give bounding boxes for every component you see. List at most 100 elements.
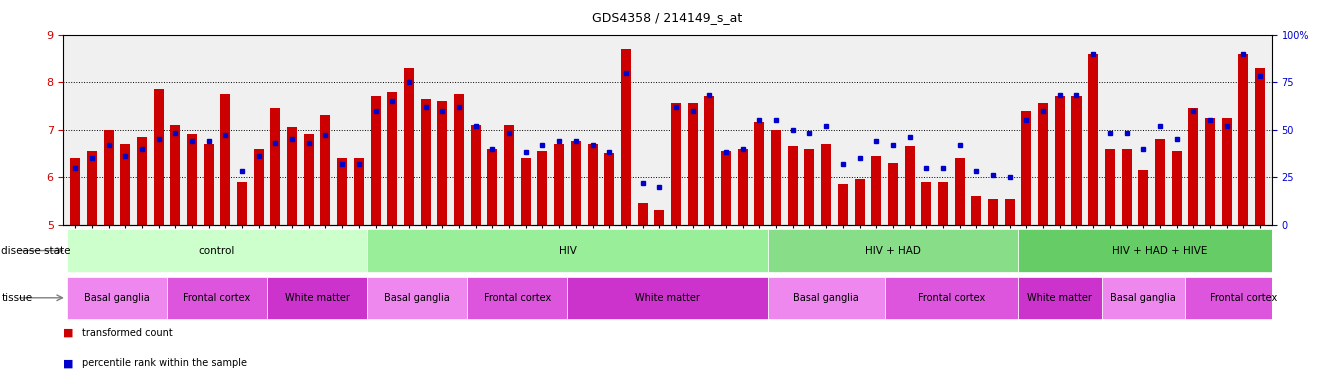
Bar [1088, 54, 1099, 225]
Bar [137, 137, 147, 225]
Bar [1105, 149, 1114, 225]
Text: Frontal cortex: Frontal cortex [1210, 293, 1277, 303]
Bar [805, 149, 814, 225]
Bar [354, 158, 364, 225]
Bar [521, 158, 530, 225]
Text: transformed count: transformed count [82, 328, 173, 338]
FancyBboxPatch shape [1018, 229, 1302, 272]
Text: HIV: HIV [558, 245, 576, 256]
Text: White matter: White matter [284, 293, 349, 303]
Bar [972, 196, 981, 225]
Bar [204, 144, 214, 225]
Bar [1222, 118, 1232, 225]
Bar [571, 141, 580, 225]
Text: Frontal cortex: Frontal cortex [184, 293, 251, 303]
Bar [254, 149, 263, 225]
Bar [438, 101, 447, 225]
Bar [921, 182, 931, 225]
FancyBboxPatch shape [167, 276, 267, 319]
Bar [788, 146, 797, 225]
Bar [453, 94, 464, 225]
Bar [1138, 170, 1149, 225]
FancyBboxPatch shape [1018, 276, 1101, 319]
Bar [904, 146, 915, 225]
Bar [504, 125, 514, 225]
Bar [103, 130, 114, 225]
Text: Frontal cortex: Frontal cortex [917, 293, 985, 303]
Text: percentile rank within the sample: percentile rank within the sample [82, 358, 247, 368]
Text: HIV + HAD + HIVE: HIV + HAD + HIVE [1112, 245, 1207, 256]
Bar [488, 149, 497, 225]
Bar [738, 149, 748, 225]
Bar [672, 103, 681, 225]
Bar [337, 158, 348, 225]
Text: HIV + HAD: HIV + HAD [865, 245, 921, 256]
Text: Basal ganglia: Basal ganglia [385, 293, 451, 303]
Text: Basal ganglia: Basal ganglia [793, 293, 859, 303]
FancyBboxPatch shape [67, 229, 368, 272]
Bar [271, 108, 280, 225]
Bar [988, 199, 998, 225]
Bar [471, 125, 481, 225]
Text: tissue: tissue [1, 293, 33, 303]
Bar [1188, 108, 1198, 225]
Text: disease state: disease state [1, 245, 71, 256]
Bar [1155, 139, 1165, 225]
FancyBboxPatch shape [1185, 276, 1302, 319]
Text: ■: ■ [63, 358, 74, 368]
Bar [871, 156, 882, 225]
Bar [705, 96, 714, 225]
Text: ■: ■ [63, 328, 74, 338]
Bar [1038, 103, 1048, 225]
Text: Basal ganglia: Basal ganglia [1110, 293, 1177, 303]
FancyBboxPatch shape [884, 276, 1018, 319]
Bar [1022, 111, 1031, 225]
Bar [387, 92, 397, 225]
Bar [153, 89, 164, 225]
Bar [687, 103, 698, 225]
Bar [821, 144, 832, 225]
Text: control: control [198, 245, 235, 256]
Bar [186, 134, 197, 225]
Bar [939, 182, 948, 225]
FancyBboxPatch shape [768, 229, 1018, 272]
FancyBboxPatch shape [567, 276, 768, 319]
Bar [954, 158, 965, 225]
FancyBboxPatch shape [468, 276, 567, 319]
Bar [554, 144, 564, 225]
FancyBboxPatch shape [368, 276, 468, 319]
Bar [621, 49, 631, 225]
Bar [587, 144, 598, 225]
Bar [654, 210, 664, 225]
Bar [1239, 54, 1248, 225]
Bar [1206, 118, 1215, 225]
Bar [420, 99, 431, 225]
Bar [287, 127, 297, 225]
Bar [304, 134, 313, 225]
Bar [1055, 96, 1064, 225]
Bar [1072, 96, 1081, 225]
Bar [755, 122, 764, 225]
Bar [771, 130, 781, 225]
Bar [1171, 151, 1182, 225]
Bar [1255, 68, 1265, 225]
FancyBboxPatch shape [67, 276, 167, 319]
Bar [888, 163, 898, 225]
FancyBboxPatch shape [768, 276, 884, 319]
Bar [854, 179, 865, 225]
Bar [70, 158, 81, 225]
Bar [637, 203, 648, 225]
Bar [120, 144, 130, 225]
FancyBboxPatch shape [1101, 276, 1185, 319]
FancyBboxPatch shape [267, 276, 368, 319]
Text: Frontal cortex: Frontal cortex [484, 293, 551, 303]
Bar [538, 151, 547, 225]
Bar [1121, 149, 1132, 225]
Bar [320, 115, 330, 225]
Bar [604, 153, 615, 225]
Bar [1005, 199, 1015, 225]
Bar [720, 151, 731, 225]
Bar [221, 94, 230, 225]
FancyBboxPatch shape [368, 229, 768, 272]
Text: White matter: White matter [635, 293, 701, 303]
